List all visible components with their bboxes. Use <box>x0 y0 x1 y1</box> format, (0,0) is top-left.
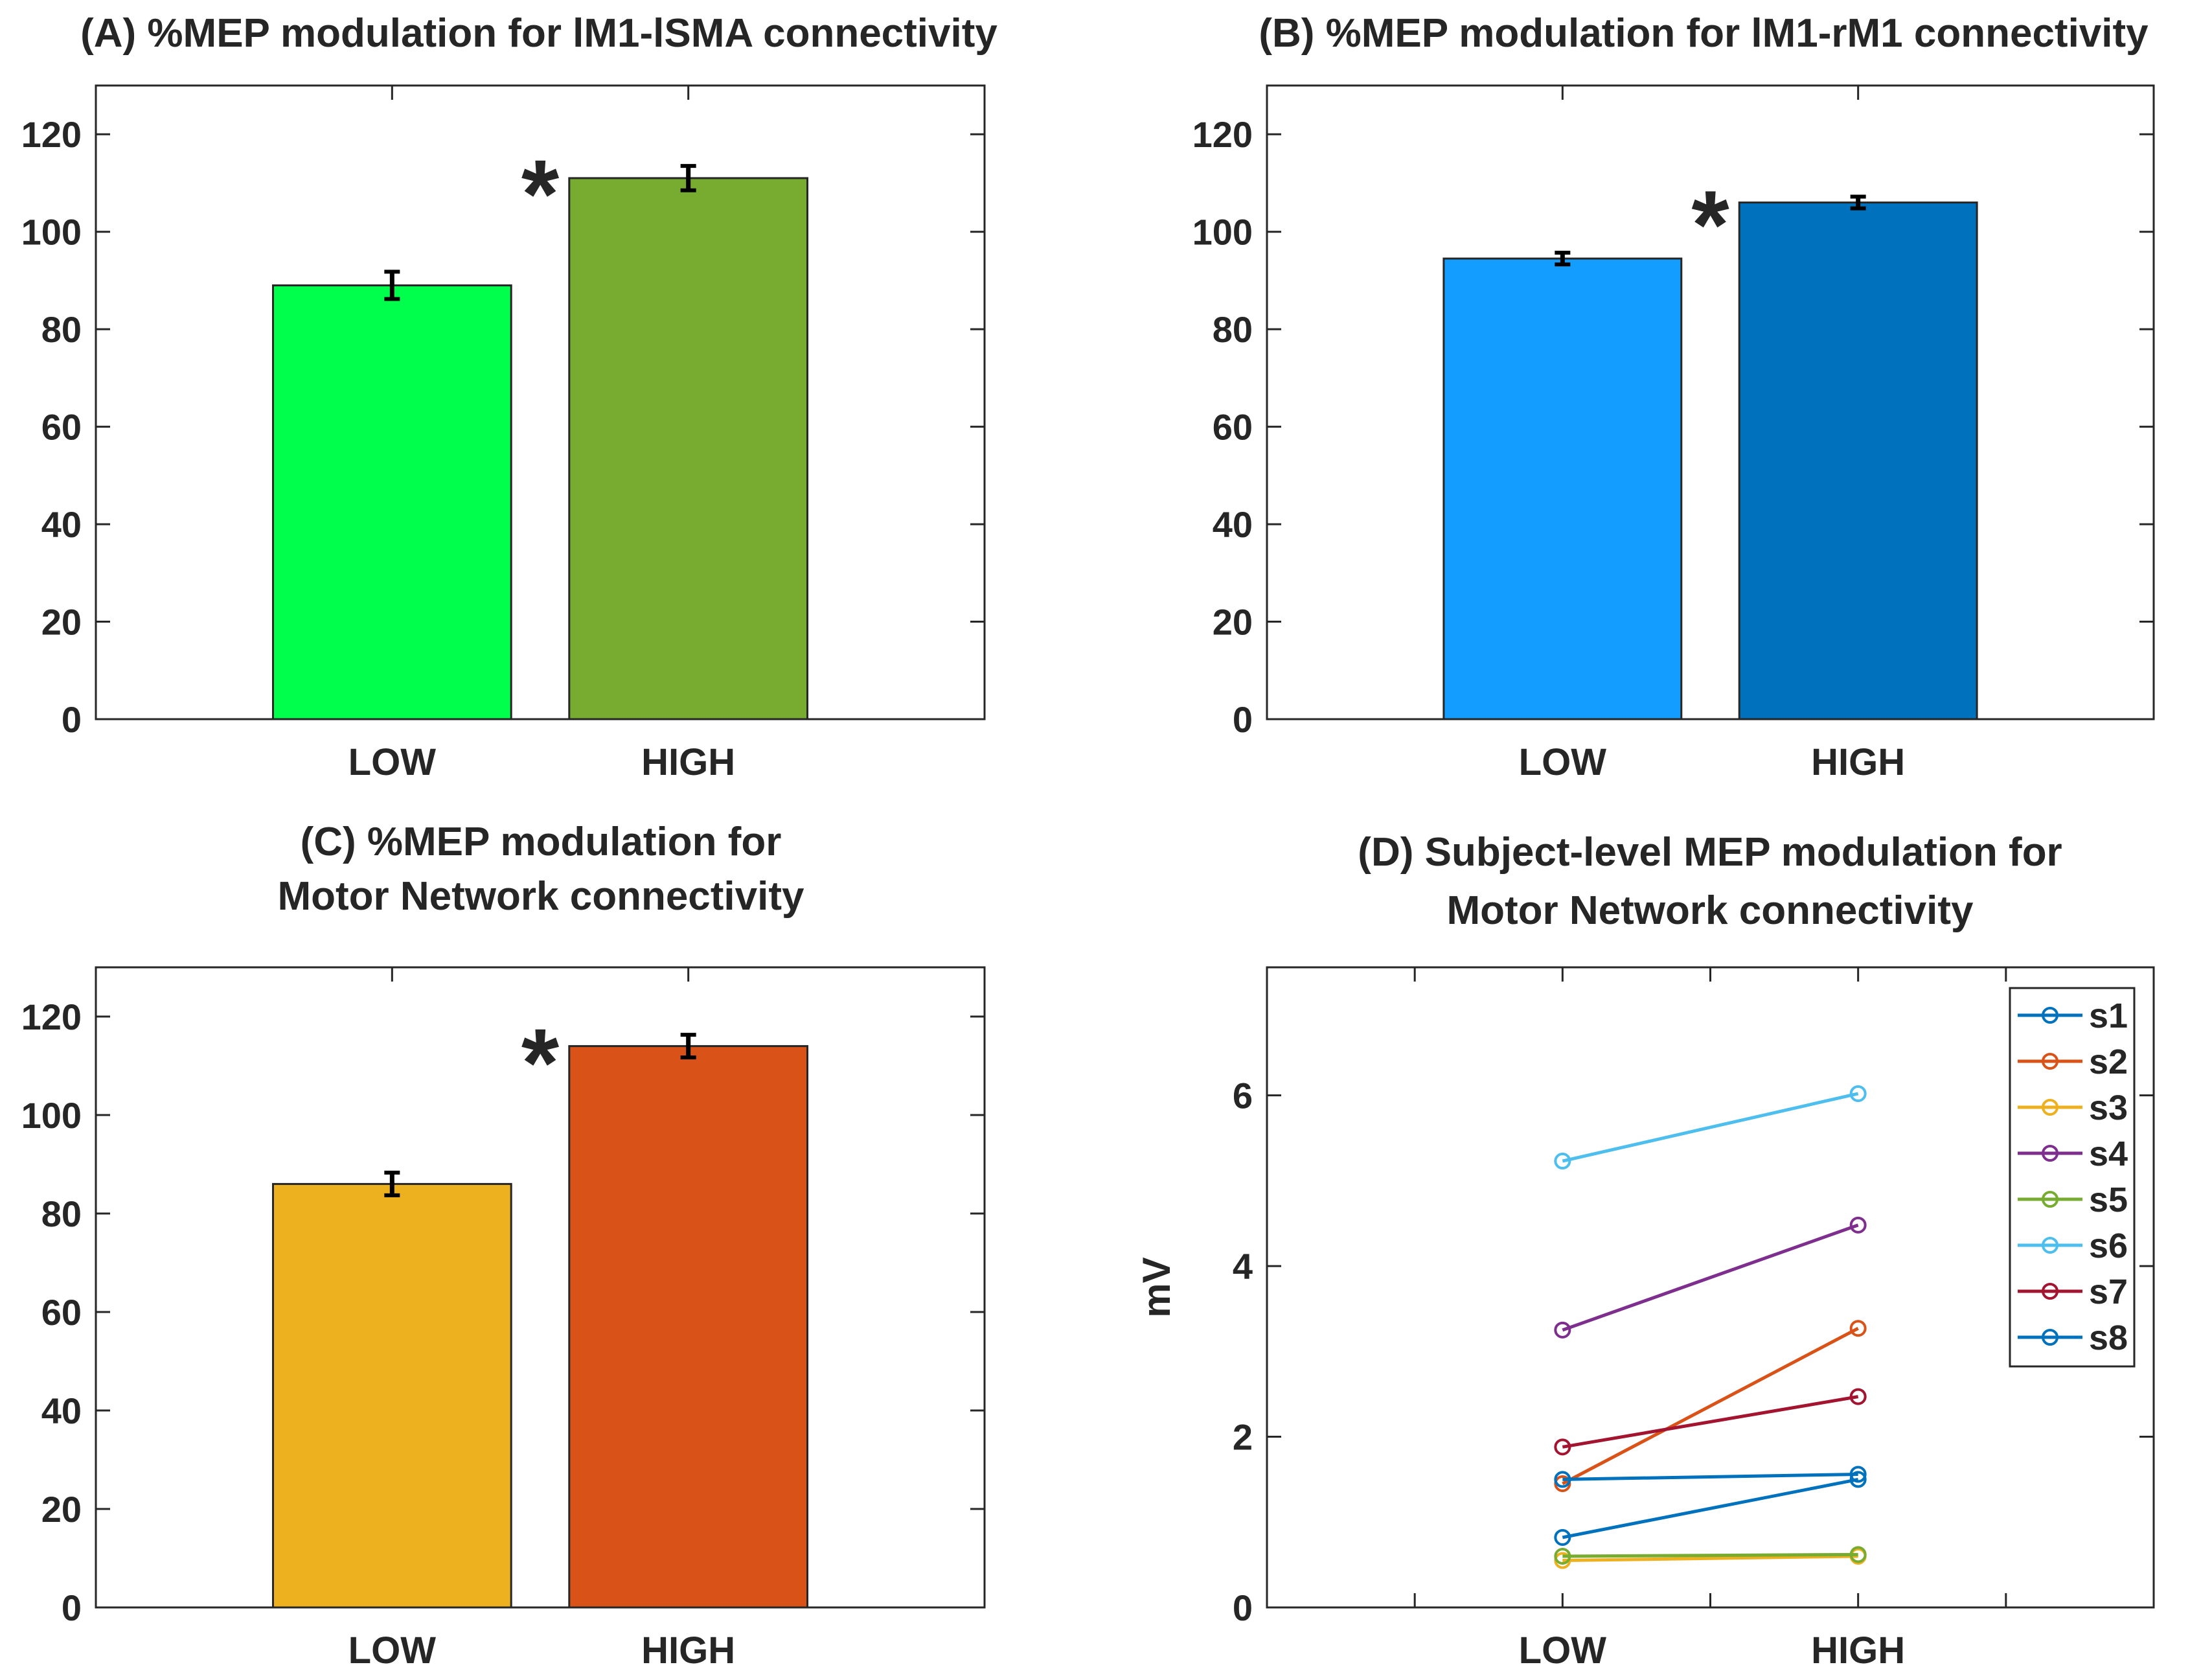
chart-title: (D) Subject-level MEP modulation for <box>1358 830 2062 875</box>
series-line-s8 <box>1562 1472 1858 1481</box>
y-tick-label: 0 <box>62 1587 82 1628</box>
series-marker-s6 <box>1554 1153 1571 1170</box>
y-tick-label: 60 <box>41 1292 82 1333</box>
y-tick-label: 4 <box>1233 1246 1253 1287</box>
series-marker-s5 <box>1554 1547 1571 1565</box>
y-tick-label: 40 <box>41 1390 82 1431</box>
series-marker-s1 <box>1849 1471 1867 1488</box>
series-marker-s2 <box>1849 1320 1867 1337</box>
y-tick-label: 20 <box>1213 602 1253 643</box>
x-tick-label: LOW <box>1519 741 1607 783</box>
legend-label-s1: s1 <box>2089 996 2128 1035</box>
legend-label-s6: s6 <box>2089 1226 2128 1265</box>
y-axis-label: mV <box>1135 1257 1178 1317</box>
bar-high <box>1738 201 1978 720</box>
y-tick-label: 60 <box>41 407 82 448</box>
series-marker-s1 <box>1554 1528 1571 1546</box>
legend-marker-s4 <box>2042 1145 2058 1162</box>
x-tick-label: LOW <box>348 1629 437 1672</box>
legend-marker-s7 <box>2042 1283 2058 1300</box>
legend-label-s3: s3 <box>2089 1088 2128 1127</box>
legend-marker-s2 <box>2042 1053 2058 1070</box>
bar-high <box>568 1045 809 1609</box>
y-tick-label: 0 <box>1233 699 1253 740</box>
y-tick-label: 80 <box>41 309 82 350</box>
x-tick-label: HIGH <box>641 1629 735 1672</box>
x-tick-label: HIGH <box>1811 741 1905 783</box>
series-line-s1 <box>1562 1477 1859 1539</box>
chart-title: Motor Network connectivity <box>1447 888 1974 933</box>
axes-box <box>95 84 986 720</box>
legend-marker-s3 <box>2042 1099 2058 1116</box>
legend-label-s4: s4 <box>2089 1134 2128 1173</box>
y-tick-label: 0 <box>1233 1587 1253 1628</box>
y-tick-label: 20 <box>41 1489 82 1530</box>
y-tick-label: 120 <box>21 996 82 1037</box>
chart-title: (A) %MEP modulation for lM1-lSMA connect… <box>80 11 998 56</box>
y-tick-label: 40 <box>41 504 82 545</box>
significance-asterisk: * <box>1691 170 1729 279</box>
chart-title: (B) %MEP modulation for lM1-rM1 connecti… <box>1259 11 2149 56</box>
axes-box <box>1266 84 2155 720</box>
legend-marker-s5 <box>2042 1191 2058 1208</box>
chart-title: Motor Network connectivity <box>278 874 805 919</box>
y-tick-label: 80 <box>41 1193 82 1234</box>
legend-box <box>2009 987 2136 1368</box>
legend-label-s2: s2 <box>2089 1042 2128 1081</box>
series-marker-s8 <box>1849 1466 1867 1483</box>
panel-D: (D) Subject-level MEP modulation for Moto… <box>1135 830 2155 1672</box>
y-tick-label: 120 <box>21 114 82 155</box>
y-tick-label: 60 <box>1213 407 1253 448</box>
chart-title: (C) %MEP modulation for <box>301 820 782 864</box>
legend-label-s8: s8 <box>2089 1318 2128 1357</box>
legend-label-s5: s5 <box>2089 1180 2128 1219</box>
panel-C: (C) %MEP modulation for Motor Network con… <box>21 820 986 1672</box>
y-tick-label: 100 <box>1192 212 1253 253</box>
panel-A: (A) %MEP modulation for lM1-lSMA connect… <box>21 11 998 783</box>
significance-asterisk: * <box>521 139 560 248</box>
bar-low <box>1442 257 1683 720</box>
legend-marker-s6 <box>2042 1237 2058 1254</box>
y-tick-label: 120 <box>1192 114 1253 155</box>
series-line-s7 <box>1562 1395 1859 1449</box>
y-tick-label: 100 <box>21 212 82 253</box>
panel-B: (B) %MEP modulation for lM1-rM1 connecti… <box>1192 11 2155 783</box>
bar-low <box>271 284 512 720</box>
series-marker-s7 <box>1554 1438 1571 1456</box>
bar-low <box>271 1182 512 1609</box>
y-tick-label: 100 <box>21 1095 82 1136</box>
series-line-s3 <box>1562 1554 1858 1563</box>
series-line-s2 <box>1562 1327 1859 1486</box>
y-tick-label: 80 <box>1213 309 1253 350</box>
axes-box <box>95 966 986 1609</box>
y-tick-label: 20 <box>41 602 82 643</box>
series-marker-s5 <box>1849 1546 1867 1563</box>
series-marker-s4 <box>1554 1321 1571 1339</box>
series-marker-s6 <box>1849 1085 1867 1102</box>
y-tick-label: 6 <box>1233 1076 1253 1116</box>
y-tick-label: 0 <box>62 699 82 740</box>
series-marker-s4 <box>1849 1216 1867 1234</box>
x-tick-label: LOW <box>1519 1629 1607 1672</box>
legend-marker-s1 <box>2042 1007 2058 1024</box>
series-line-s5 <box>1562 1552 1858 1558</box>
x-tick-label: HIGH <box>1811 1629 1905 1672</box>
bar-high <box>568 177 809 720</box>
legend-label-s7: s7 <box>2089 1272 2128 1311</box>
series-line-s4 <box>1562 1223 1859 1332</box>
series-marker-s8 <box>1554 1471 1571 1488</box>
series-marker-s7 <box>1849 1388 1867 1405</box>
series-line-s6 <box>1562 1092 1859 1163</box>
y-tick-label: 40 <box>1213 504 1253 545</box>
x-tick-label: HIGH <box>641 741 735 783</box>
x-tick-label: LOW <box>348 741 437 783</box>
y-tick-label: 2 <box>1233 1417 1253 1458</box>
legend-marker-s8 <box>2042 1329 2058 1346</box>
significance-asterisk: * <box>521 1008 560 1117</box>
